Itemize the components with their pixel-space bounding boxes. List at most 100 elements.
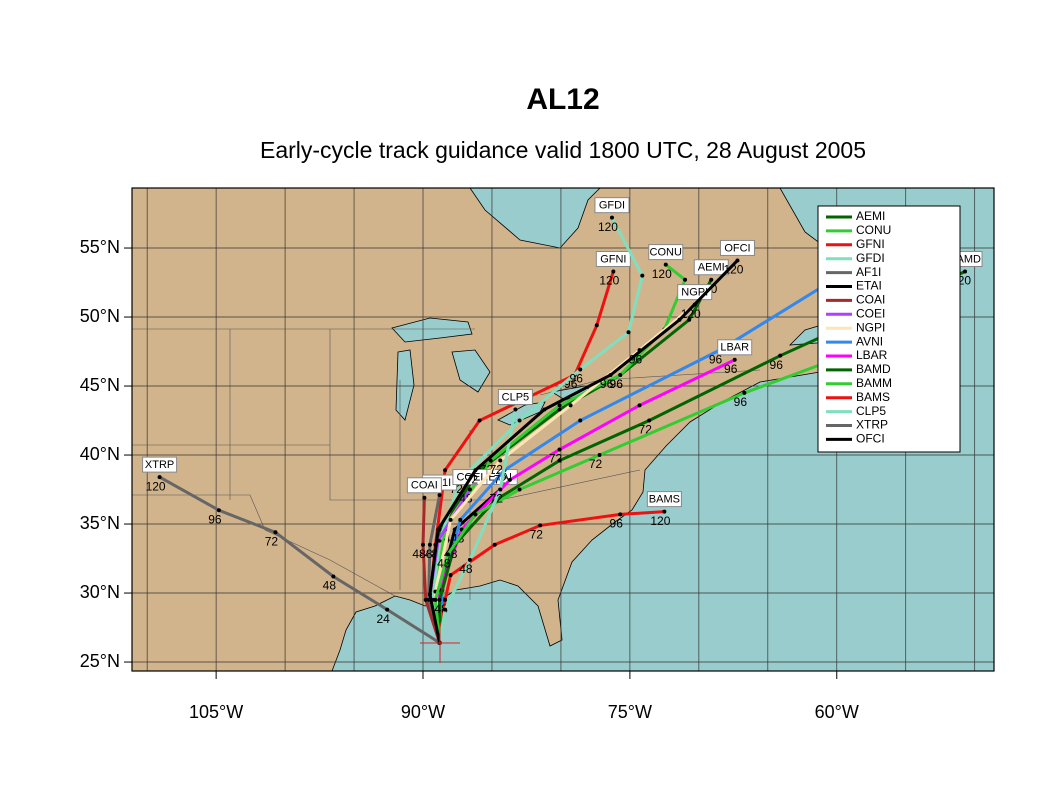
track-point — [662, 509, 667, 514]
track-point — [663, 262, 668, 267]
track-label-box — [717, 339, 753, 356]
track-line — [158, 475, 441, 644]
hour-label: 120 — [598, 220, 618, 234]
track-point — [611, 269, 616, 274]
hour-label: 72 — [490, 492, 504, 506]
track-point — [963, 269, 968, 274]
x-tick-label: 105°W — [189, 702, 243, 722]
track-label: GFNI — [600, 253, 626, 265]
track-point — [732, 357, 737, 362]
track-point — [157, 475, 162, 480]
track-point — [273, 530, 278, 535]
hour-label: 96 — [570, 372, 584, 386]
hour-label: 72 — [530, 528, 544, 542]
track-point — [608, 372, 613, 377]
hour-label: 120 — [652, 267, 672, 281]
legend-label: LBAR — [856, 348, 888, 362]
track-point — [448, 573, 453, 578]
track-point — [647, 418, 652, 423]
track-label-box — [497, 388, 533, 405]
track-point — [640, 273, 645, 278]
track-label-box — [142, 456, 178, 473]
track-point — [422, 495, 427, 500]
x-tick-label: 90°W — [401, 702, 445, 722]
hour-label: 96 — [734, 395, 748, 409]
legend: AEMICONUGFNIGFDIAF1IETAICOAICOEINGPIAVNI… — [817, 205, 961, 453]
track-point — [778, 353, 783, 358]
x-tick-label: 60°W — [815, 702, 859, 722]
track-point — [609, 215, 614, 220]
track-label: LBAR — [720, 342, 749, 354]
track-point — [677, 317, 682, 322]
track-point — [742, 390, 747, 395]
hour-label: 96 — [724, 362, 738, 376]
legend-label: BAMS — [856, 390, 890, 404]
track-point — [513, 407, 518, 412]
track-point — [452, 527, 457, 532]
track-point — [578, 367, 583, 372]
hour-label: 24 — [376, 612, 390, 626]
hour-label: 48 — [437, 557, 451, 571]
map-title: AL12 — [526, 83, 599, 116]
track-point — [331, 574, 336, 579]
track-point — [498, 458, 503, 463]
track-label: BAMS — [649, 494, 680, 506]
track-label: XTRP — [145, 459, 174, 471]
track-point — [445, 552, 450, 557]
track-point — [637, 403, 642, 408]
hour-label: 48 — [412, 547, 426, 561]
y-tick-label: 45°N — [80, 375, 120, 395]
track-label-box — [406, 477, 442, 494]
track-point — [557, 403, 562, 408]
track-label: AEMI — [698, 262, 725, 274]
hour-label: 120 — [599, 274, 619, 288]
track-point — [557, 447, 562, 452]
legend-label: NGPI — [856, 320, 885, 334]
track-point — [473, 468, 478, 473]
hour-label: 96 — [600, 377, 614, 391]
track-label-box — [594, 197, 630, 214]
track-point — [498, 487, 503, 492]
track-line — [428, 259, 739, 644]
track-point — [507, 477, 512, 482]
track-point — [517, 487, 522, 492]
track-line — [433, 328, 916, 643]
axes: 105°W 90°W 75°W 60°W 25°N 30°N 35°N 40°N 45°N 50°… — [80, 237, 859, 722]
hour-label: 72 — [265, 534, 279, 548]
hour-label: 120 — [650, 514, 670, 528]
tracks: 96120AEMI7296120CONU489696120GFNI7296120… — [142, 197, 983, 645]
track-point — [385, 607, 390, 612]
legend-label: AEMI — [856, 209, 885, 223]
legend-label: BAMM — [856, 376, 892, 390]
track-label: GFDI — [599, 200, 625, 212]
hour-label: 96 — [709, 352, 723, 366]
track-label-box — [693, 259, 729, 276]
track-point — [492, 542, 497, 547]
track-line — [421, 497, 441, 644]
hour-label: 120 — [146, 479, 166, 493]
track-point — [467, 557, 472, 562]
track-point — [687, 317, 692, 322]
track-point — [568, 403, 573, 408]
track-point — [443, 468, 448, 473]
track-point — [594, 323, 599, 328]
track-point — [443, 597, 448, 602]
legend-label: AF1I — [856, 265, 881, 279]
track-point — [448, 517, 453, 522]
hour-label: 96 — [770, 358, 784, 372]
legend-label: BAMD — [856, 362, 891, 376]
y-tick-label: 40°N — [80, 444, 120, 464]
track-point — [427, 542, 432, 547]
y-tick-label: 30°N — [80, 582, 120, 602]
track-label-box — [595, 250, 631, 267]
y-tick-label: 35°N — [80, 513, 120, 533]
track-point — [473, 512, 478, 517]
track-point — [626, 330, 631, 335]
start-marker — [420, 623, 460, 663]
track-label: CLP5 — [502, 391, 530, 403]
track-label: COAI — [411, 480, 438, 492]
legend-label: ETAI — [856, 279, 882, 293]
track-point — [436, 527, 441, 532]
hour-label: 96 — [610, 377, 624, 391]
track-point — [618, 372, 623, 377]
